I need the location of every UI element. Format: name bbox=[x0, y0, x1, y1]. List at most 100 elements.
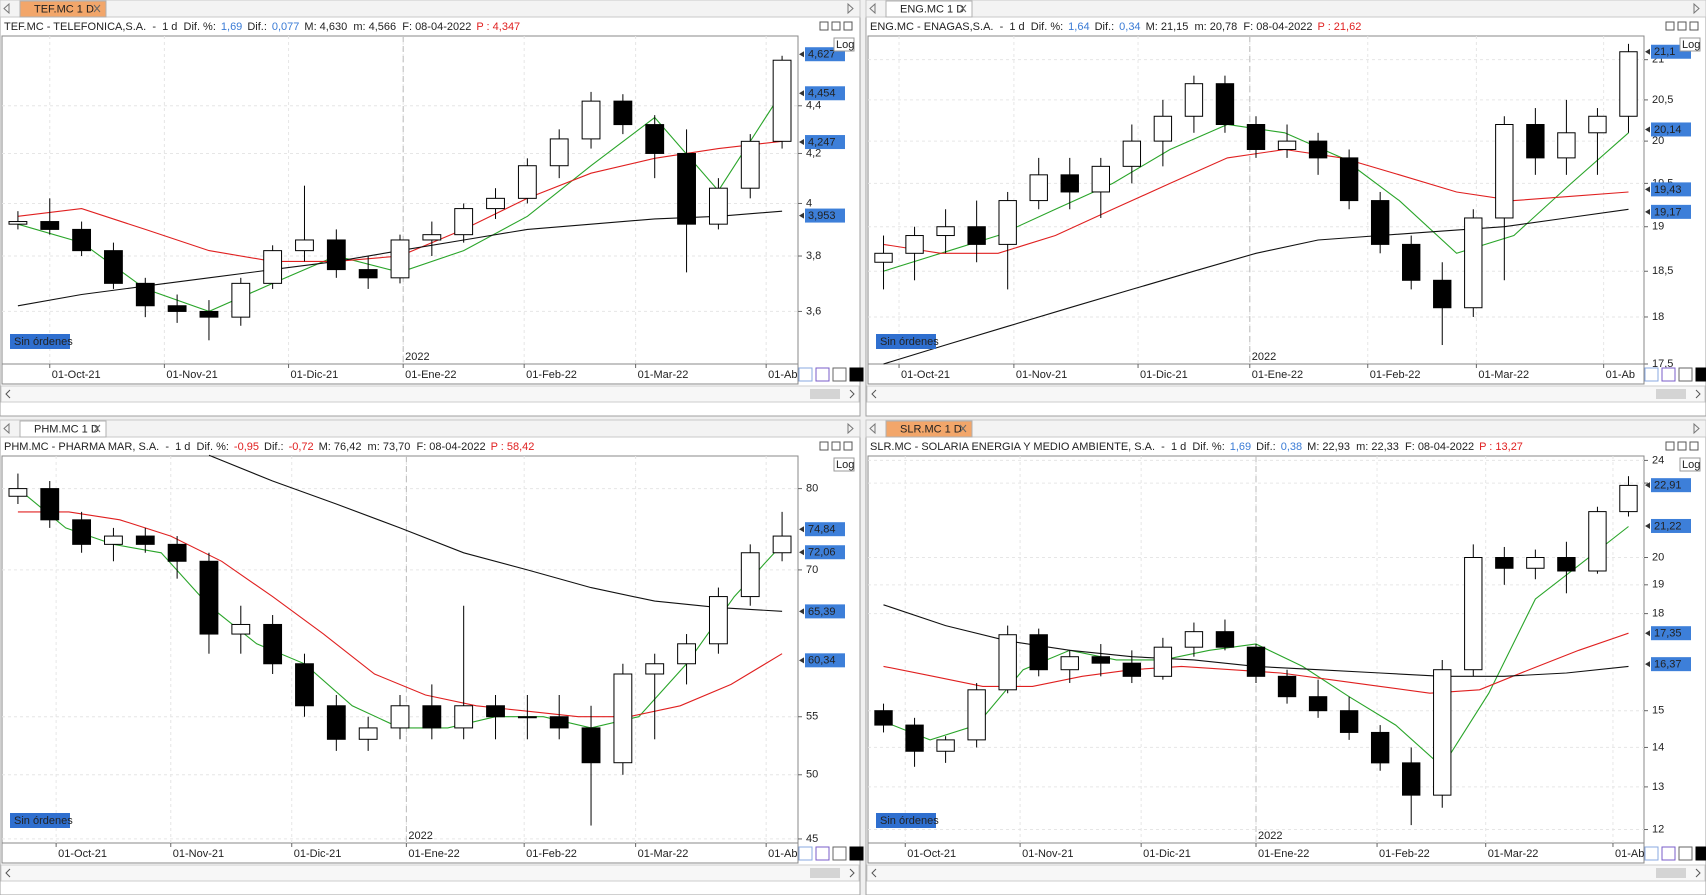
tab-scroll-right[interactable] bbox=[847, 422, 854, 435]
tab-label[interactable]: SLR.MC 1 D bbox=[900, 423, 962, 435]
tab-scroll-right[interactable] bbox=[1693, 422, 1700, 435]
window-button[interactable] bbox=[1689, 441, 1699, 451]
x-tick-label: 01-Nov-21 bbox=[166, 369, 217, 381]
toolbar-button[interactable] bbox=[1644, 846, 1659, 861]
toolbar-button[interactable] bbox=[798, 367, 813, 382]
candle-body bbox=[390, 239, 410, 279]
log-toggle[interactable] bbox=[1679, 37, 1701, 52]
x-tick-label: 01-Oct-21 bbox=[907, 848, 956, 860]
toolbar-button[interactable] bbox=[1695, 367, 1706, 382]
scroll-left[interactable] bbox=[5, 389, 11, 399]
scrollbar[interactable] bbox=[866, 864, 1706, 882]
tab-scroll-left[interactable] bbox=[869, 2, 876, 15]
log-toggle[interactable] bbox=[833, 457, 855, 472]
tab[interactable] bbox=[885, 0, 973, 18]
toolbar-button[interactable] bbox=[832, 367, 847, 382]
tab-label[interactable]: TEF.MC 1 D bbox=[34, 3, 94, 15]
scroll-right[interactable] bbox=[1695, 868, 1701, 878]
log-toggle[interactable] bbox=[1679, 457, 1701, 472]
toolbar-button[interactable] bbox=[1644, 367, 1659, 382]
window-button[interactable] bbox=[843, 21, 853, 31]
toolbar-button[interactable] bbox=[849, 846, 864, 861]
toolbar-button[interactable] bbox=[1678, 846, 1693, 861]
orders-button[interactable] bbox=[10, 334, 70, 349]
candle-body bbox=[549, 716, 569, 729]
scroll-right[interactable] bbox=[1695, 389, 1701, 399]
log-toggle[interactable] bbox=[833, 37, 855, 52]
orders-label[interactable]: Sin órdenes bbox=[14, 336, 73, 348]
toolbar-button[interactable] bbox=[1695, 846, 1706, 861]
window-button[interactable] bbox=[819, 441, 829, 451]
scroll-left[interactable] bbox=[871, 389, 877, 399]
log-label[interactable]: Log bbox=[836, 39, 854, 51]
candle-body bbox=[936, 739, 955, 752]
scroll-right[interactable] bbox=[849, 389, 855, 399]
candle-body bbox=[874, 252, 893, 263]
tab-label[interactable]: ENG.MC 1 D bbox=[900, 3, 964, 15]
tab-close[interactable] bbox=[93, 4, 101, 13]
window-button[interactable] bbox=[1677, 21, 1687, 31]
orders-button[interactable] bbox=[876, 334, 936, 349]
toolbar-button[interactable] bbox=[815, 367, 830, 382]
scrollbar[interactable] bbox=[0, 864, 860, 882]
tab-scroll-left[interactable] bbox=[869, 422, 876, 435]
toolbar-button[interactable] bbox=[1661, 846, 1676, 861]
y-tick-label: 55 bbox=[806, 711, 818, 723]
candle-body bbox=[677, 643, 696, 665]
orders-label[interactable]: Sin órdenes bbox=[880, 815, 939, 827]
toolbar-button[interactable] bbox=[815, 846, 830, 861]
tab[interactable] bbox=[885, 420, 973, 438]
header-field: P : 13,27 bbox=[1479, 441, 1523, 453]
toolbar-button[interactable] bbox=[1678, 367, 1693, 382]
scroll-right[interactable] bbox=[849, 868, 855, 878]
window-button[interactable] bbox=[843, 441, 853, 451]
candle-body bbox=[1433, 669, 1452, 796]
window-button[interactable] bbox=[831, 21, 841, 31]
candle-body bbox=[708, 187, 728, 225]
window-button[interactable] bbox=[1665, 441, 1675, 451]
orders-label[interactable]: Sin órdenes bbox=[880, 336, 939, 348]
tab[interactable] bbox=[19, 420, 107, 438]
window-button[interactable] bbox=[1665, 21, 1675, 31]
scroll-left[interactable] bbox=[5, 868, 11, 878]
toolbar-button[interactable] bbox=[849, 367, 864, 382]
scrollbar[interactable] bbox=[866, 385, 1706, 403]
tab-close[interactable] bbox=[959, 424, 967, 433]
candle-body bbox=[263, 250, 283, 284]
x-tick-label: 01-Dic-21 bbox=[1140, 369, 1188, 381]
header-field: Dif.: bbox=[1256, 441, 1276, 453]
scroll-thumb[interactable] bbox=[810, 868, 840, 878]
header-field: 1,64 bbox=[1068, 21, 1089, 33]
orders-label[interactable]: Sin órdenes bbox=[14, 815, 73, 827]
log-label[interactable]: Log bbox=[1682, 459, 1700, 471]
tab-close[interactable] bbox=[93, 424, 101, 433]
window-button[interactable] bbox=[819, 21, 829, 31]
tab[interactable] bbox=[19, 0, 107, 18]
window-button[interactable] bbox=[1689, 21, 1699, 31]
tab-scroll-left[interactable] bbox=[3, 422, 10, 435]
window-button[interactable] bbox=[831, 441, 841, 451]
log-label[interactable]: Log bbox=[836, 459, 854, 471]
toolbar-button[interactable] bbox=[832, 846, 847, 861]
scroll-thumb[interactable] bbox=[1656, 868, 1686, 878]
flag-arrow bbox=[799, 608, 804, 615]
tab-label[interactable]: PHM.MC 1 D bbox=[34, 423, 99, 435]
orders-button[interactable] bbox=[10, 813, 70, 828]
date-axis bbox=[867, 363, 1645, 385]
scroll-thumb[interactable] bbox=[1656, 389, 1686, 399]
scroll-left[interactable] bbox=[871, 868, 877, 878]
tab-close[interactable] bbox=[959, 4, 967, 13]
toolbar-button[interactable] bbox=[1661, 367, 1676, 382]
tab-scroll-right[interactable] bbox=[1693, 2, 1700, 15]
orders-button[interactable] bbox=[876, 813, 936, 828]
tab-scroll-right[interactable] bbox=[847, 2, 854, 15]
scrollbar[interactable] bbox=[0, 385, 860, 403]
scroll-thumb[interactable] bbox=[810, 389, 840, 399]
candle-body bbox=[708, 596, 728, 645]
y-tick-label: 20 bbox=[1652, 551, 1664, 563]
log-label[interactable]: Log bbox=[1682, 39, 1700, 51]
window-button[interactable] bbox=[1677, 441, 1687, 451]
toolbar-button[interactable] bbox=[798, 846, 813, 861]
price-flag-label: 21,22 bbox=[1654, 520, 1682, 532]
tab-scroll-left[interactable] bbox=[3, 2, 10, 15]
